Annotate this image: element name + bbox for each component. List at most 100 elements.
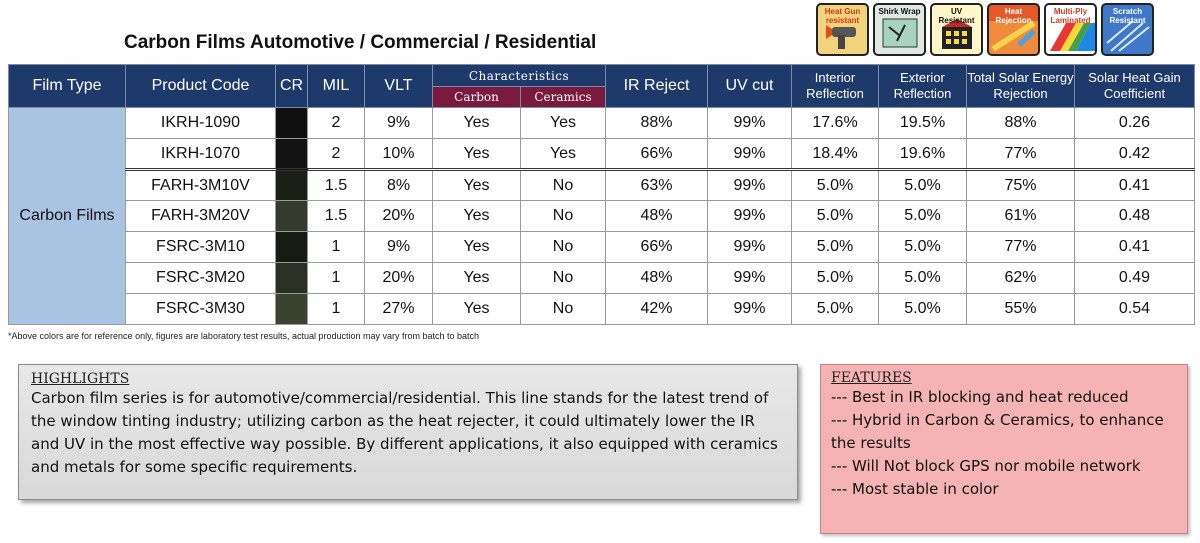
shgc-cell: 0.54 bbox=[1074, 293, 1195, 325]
shgc-cell: 0.42 bbox=[1074, 138, 1195, 170]
feature-item: --- Best in IR blocking and heat reduced bbox=[831, 388, 1129, 406]
table-row: Carbon Films IKRH-1090 2 9% Yes Yes 88% … bbox=[8, 107, 1195, 325]
shgc-cell: 0.26 bbox=[1074, 107, 1195, 139]
header-cr: CR bbox=[275, 64, 308, 108]
header-ir-reject: IR Reject bbox=[605, 64, 708, 108]
ceramics-cell: No bbox=[520, 231, 606, 263]
heat-rejection-icon: Heat Rejection bbox=[987, 3, 1040, 56]
cr-color-swatch bbox=[275, 293, 308, 325]
cr-color-swatch bbox=[275, 200, 308, 232]
table-row: IKRH-1070 2 10% Yes Yes 66% 99% 18.4% 19… bbox=[9, 138, 1195, 170]
exterior-reflection-cell: 19.5% bbox=[878, 107, 967, 139]
feature-item: --- Will Not block GPS nor mobile networ… bbox=[831, 457, 1141, 475]
badge-label: Heat Gun resistant bbox=[824, 7, 861, 25]
table-row: FARH-3M20V 1.5 20% Yes No 48% 99% 5.0% 5… bbox=[9, 200, 1195, 232]
scratch-resistant-icon: Scratch Resistant bbox=[1101, 3, 1154, 56]
feature-badges: Heat Gun resistant Shirk Wrap UV Resista… bbox=[816, 3, 1154, 56]
cr-color-swatch bbox=[275, 262, 308, 294]
carbon-cell: Yes bbox=[432, 138, 521, 170]
uv-cut-cell: 99% bbox=[707, 200, 792, 232]
uv-cut-cell: 99% bbox=[707, 293, 792, 325]
uv-cut-cell: 99% bbox=[707, 262, 792, 294]
badge-label: Multi-Ply Laminated bbox=[1050, 7, 1091, 25]
ir-reject-cell: 48% bbox=[605, 262, 708, 294]
interior-reflection-cell: 5.0% bbox=[791, 168, 879, 201]
header-ceramics: Ceramics bbox=[520, 86, 606, 108]
interior-reflection-cell: 5.0% bbox=[791, 200, 879, 232]
header-total-solar-energy-rejection: Total Solar Energy Rejection bbox=[966, 64, 1075, 108]
exterior-reflection-cell: 5.0% bbox=[878, 293, 967, 325]
product-code-cell: IKRH-1070 bbox=[125, 138, 276, 170]
heat-rejection-graphic bbox=[989, 20, 1038, 54]
exterior-reflection-cell: 5.0% bbox=[878, 262, 967, 294]
tser-cell: 88% bbox=[966, 107, 1075, 139]
carbon-cell: Yes bbox=[432, 200, 521, 232]
uv-cut-cell: 99% bbox=[707, 107, 792, 139]
ceramics-cell: No bbox=[520, 262, 606, 294]
tser-cell: 62% bbox=[966, 262, 1075, 294]
multi-ply-graphic bbox=[1050, 23, 1095, 51]
uv-cut-cell: 99% bbox=[707, 168, 792, 201]
highlights-panel: HIGHLIGHTS Carbon film series is for aut… bbox=[18, 364, 798, 500]
header-characteristics: Characteristics bbox=[432, 64, 606, 87]
multi-ply-icon: Multi-Ply Laminated bbox=[1044, 3, 1097, 56]
carbon-cell: Yes bbox=[432, 231, 521, 263]
product-code-cell: FSRC-3M10 bbox=[125, 231, 276, 263]
ir-reject-cell: 88% bbox=[605, 107, 708, 139]
uv-cut-cell: 99% bbox=[707, 231, 792, 263]
header-product-code: Product Code bbox=[125, 64, 276, 108]
shgc-cell: 0.41 bbox=[1074, 168, 1195, 201]
product-code-cell: FSRC-3M20 bbox=[125, 262, 276, 294]
product-code-cell: FARH-3M10V bbox=[125, 168, 276, 201]
table-row: FSRC-3M20 1 20% Yes No 48% 99% 5.0% 5.0%… bbox=[9, 262, 1195, 294]
ir-reject-cell: 63% bbox=[605, 168, 708, 201]
uv-resistant-graphic bbox=[942, 19, 972, 49]
features-title: FEATURES bbox=[831, 370, 912, 386]
scratch-resistant-graphic bbox=[1106, 20, 1150, 52]
highlights-title: HIGHLIGHTS bbox=[31, 371, 130, 387]
header-carbon: Carbon bbox=[432, 86, 521, 108]
vlt-cell: 20% bbox=[364, 200, 433, 232]
badge-label: Heat Rejection bbox=[995, 7, 1032, 25]
mil-cell: 2 bbox=[307, 107, 365, 139]
header-film-type: Film Type bbox=[8, 64, 126, 108]
ir-reject-cell: 48% bbox=[605, 200, 708, 232]
header-interior-reflection: Interior Reflection bbox=[791, 64, 879, 108]
footnote: *Above colors are for reference only, fi… bbox=[8, 331, 480, 341]
exterior-reflection-cell: 5.0% bbox=[878, 231, 967, 263]
page-title: Carbon Films Automotive / Commercial / R… bbox=[124, 32, 597, 53]
vlt-cell: 9% bbox=[364, 107, 433, 139]
interior-reflection-cell: 5.0% bbox=[791, 293, 879, 325]
tser-cell: 75% bbox=[966, 168, 1075, 201]
heat-gun-graphic bbox=[826, 25, 856, 49]
vlt-cell: 8% bbox=[364, 168, 433, 201]
table-row: FSRC-3M10 1 9% Yes No 66% 99% 5.0% 5.0% … bbox=[9, 231, 1195, 263]
ir-reject-cell: 42% bbox=[605, 293, 708, 325]
heat-gun-icon: Heat Gun resistant bbox=[816, 3, 869, 56]
spec-table-body: Carbon Films IKRH-1090 2 9% Yes Yes 88% … bbox=[8, 107, 1195, 325]
product-code-cell: IKRH-1090 bbox=[125, 107, 276, 139]
ceramics-cell: Yes bbox=[520, 138, 606, 170]
carbon-cell: Yes bbox=[432, 293, 521, 325]
ir-reject-cell: 66% bbox=[605, 138, 708, 170]
vlt-cell: 20% bbox=[364, 262, 433, 294]
header-exterior-reflection: Exterior Reflection bbox=[878, 64, 967, 108]
interior-reflection-cell: 5.0% bbox=[791, 262, 879, 294]
feature-item: --- Hybrid in Carbon & Ceramics, to enha… bbox=[831, 411, 1164, 452]
product-code-cell: FARH-3M20V bbox=[125, 200, 276, 232]
product-code-cell: FSRC-3M30 bbox=[125, 293, 276, 325]
feature-item: --- Most stable in color bbox=[831, 480, 999, 498]
header-vlt: VLT bbox=[364, 64, 433, 108]
ceramics-cell: No bbox=[520, 293, 606, 325]
ceramics-cell: No bbox=[520, 200, 606, 232]
exterior-reflection-cell: 19.6% bbox=[878, 138, 967, 170]
exterior-reflection-cell: 5.0% bbox=[878, 168, 967, 201]
uv-resistant-icon: UV Resistant bbox=[930, 3, 983, 56]
interior-reflection-cell: 18.4% bbox=[791, 138, 879, 170]
badge-label: Scratch Resistant bbox=[1109, 7, 1146, 25]
features-list: --- Best in IR blocking and heat reduced… bbox=[831, 386, 1177, 501]
shrink-wrap-icon: Shirk Wrap bbox=[873, 3, 926, 56]
exterior-reflection-cell: 5.0% bbox=[878, 200, 967, 232]
mil-cell: 1.5 bbox=[307, 200, 365, 232]
spec-table: Film Type Product Code CR MIL VLT Charac… bbox=[8, 64, 1195, 325]
